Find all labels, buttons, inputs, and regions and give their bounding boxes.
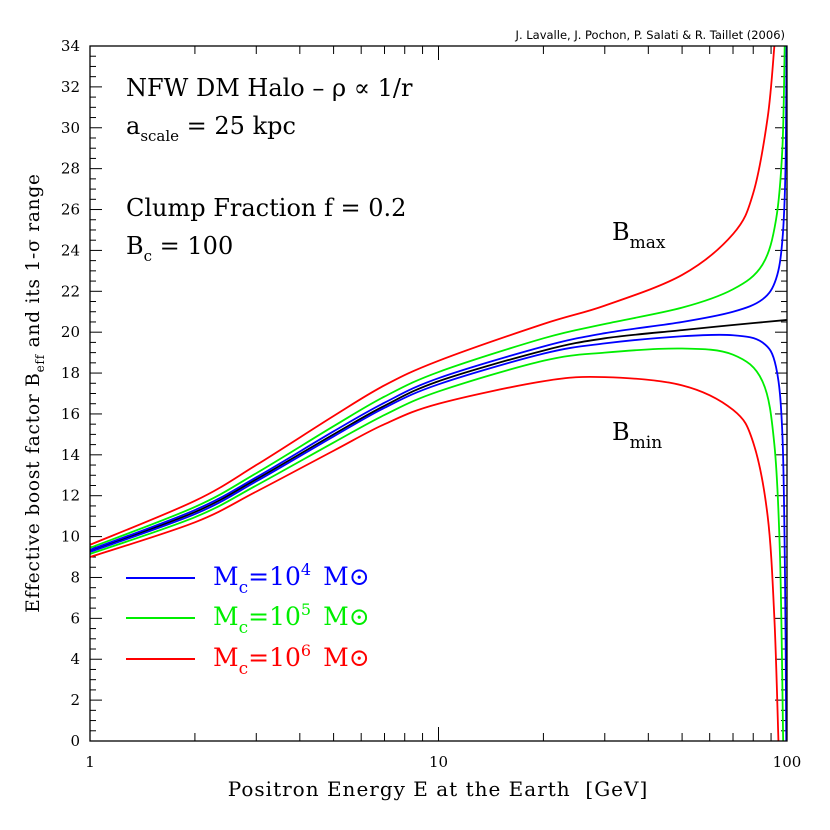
x-axis-label: Positron Energy E at the Earth [GeV] [228, 777, 649, 801]
y-tick-label: 22 [61, 282, 80, 300]
y-tick-label: 12 [61, 487, 80, 505]
y-tick-label: 6 [70, 609, 80, 627]
legend-label: Mc=105 M⊙ [213, 600, 370, 638]
legend-entry: Mc=104 M⊙ [126, 560, 370, 598]
y-tick-label: 32 [61, 78, 80, 96]
annotation-bmin: Bmin [612, 418, 662, 453]
curve-upper-1 [90, 46, 786, 549]
annotation-halo: NFW DM Halo – ρ ∝ 1/r [126, 74, 413, 102]
legend: Mc=104 M⊙ Mc=105 M⊙ Mc=106 M⊙ [126, 560, 370, 679]
y-tick-label: 0 [70, 732, 80, 750]
curve-lower-2 [90, 375, 780, 741]
y-tick-label: 28 [61, 160, 80, 178]
annotations: NFW DM Halo – ρ ∝ 1/r ascale = 25 kpc Cl… [126, 74, 666, 453]
curve-upper-2 [90, 46, 776, 546]
annotation-clump-fraction: Clump Fraction f = 0.2 [126, 194, 406, 222]
curves [90, 46, 787, 741]
y-tick-label: 30 [61, 119, 80, 137]
annotation-bmax: Bmax [612, 218, 666, 253]
y-tick-label: 20 [61, 323, 80, 341]
x-tick-label: 10 [429, 753, 448, 771]
y-tick-label: 18 [61, 364, 80, 382]
y-tick-label: 24 [61, 241, 80, 259]
y-tick-label: 10 [61, 528, 80, 546]
y-tick-label: 14 [61, 446, 80, 464]
y-tick-label: 4 [70, 650, 80, 668]
axis-ticks [89, 45, 787, 742]
annotation-scale: ascale = 25 kpc [126, 112, 296, 145]
y-tick-label: 34 [61, 37, 80, 55]
legend-entry: Mc=106 M⊙ [126, 641, 370, 679]
annotation-bc: Bc = 100 [126, 232, 233, 265]
legend-entry: Mc=105 M⊙ [126, 600, 370, 638]
y-tick-label: 16 [61, 405, 80, 423]
credit-text: J. Lavalle, J. Pochon, P. Salati & R. Ta… [515, 28, 785, 42]
x-tick-label: 1 [85, 753, 95, 771]
plot-frame [89, 45, 788, 742]
legend-label: Mc=106 M⊙ [213, 641, 370, 679]
curve-lower-0 [90, 333, 787, 741]
y-tick-label: 26 [61, 201, 80, 219]
legend-label: Mc=104 M⊙ [213, 560, 370, 598]
y-axis-label: Effective boost factor Beff and its 1-σ … [23, 173, 47, 613]
x-tick-label: 100 [773, 753, 802, 771]
curve-mean [90, 319, 787, 552]
curve-lower-1 [90, 347, 785, 741]
curve-upper-0 [90, 46, 787, 551]
y-tick-label: 2 [70, 691, 80, 709]
y-tick-label: 8 [70, 568, 80, 586]
